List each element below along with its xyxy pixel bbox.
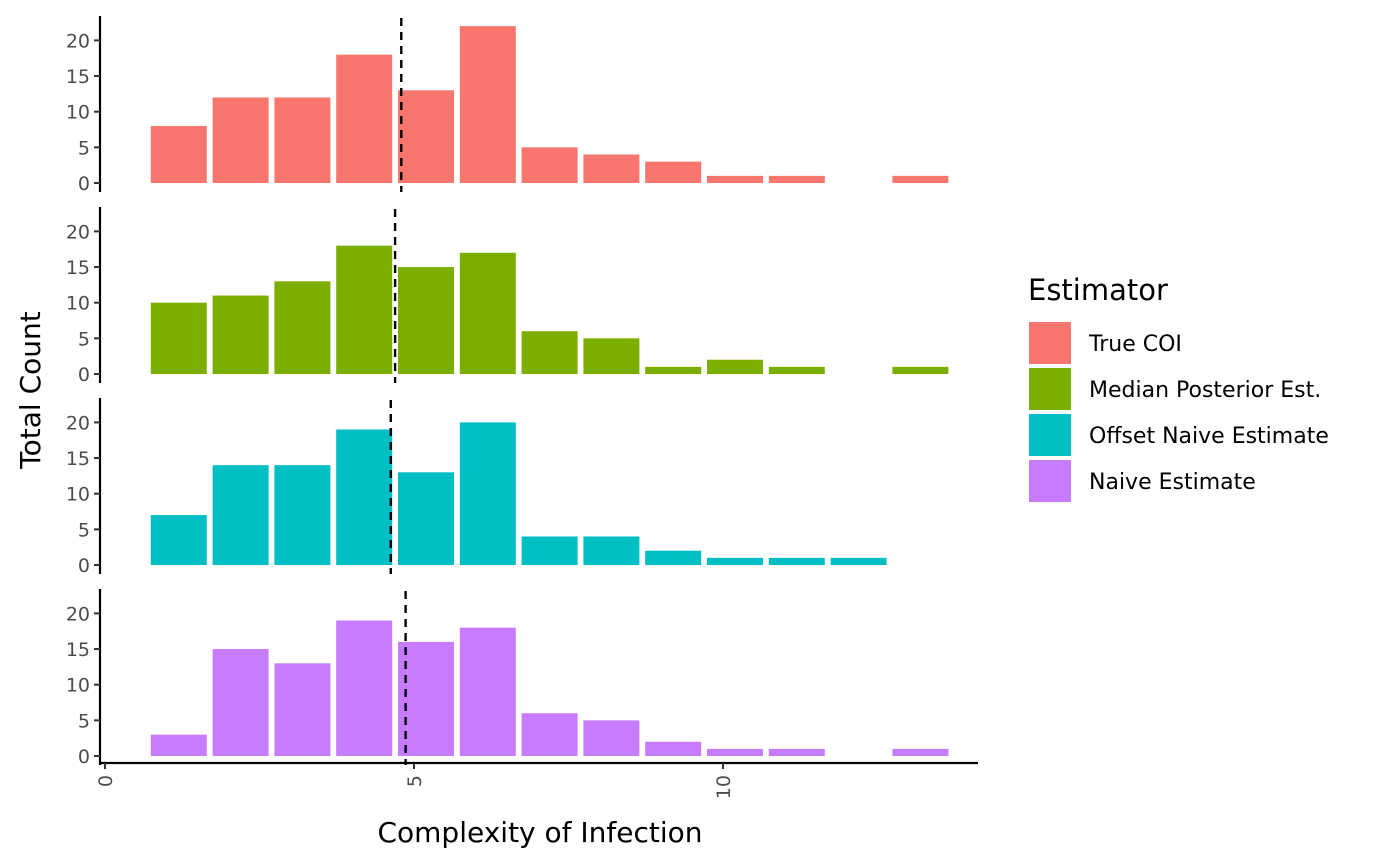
histogram-bar — [212, 649, 269, 756]
histogram-bar — [768, 557, 825, 565]
legend-label: Median Posterior Est. — [1089, 378, 1321, 403]
legend: Estimator True COI Median Posterior Est. O… — [1028, 273, 1329, 502]
histogram-bar — [830, 557, 887, 565]
histogram-bar — [707, 175, 763, 183]
histogram-bar — [274, 97, 331, 183]
facet-panel: 0 5 10 15 20 — [66, 207, 949, 386]
histogram-bar — [768, 748, 825, 756]
histogram-bar — [645, 366, 702, 374]
histogram-bar — [212, 295, 269, 374]
facet-panel: 0 5 10 15 20 — [66, 398, 887, 577]
histogram-bar — [521, 147, 578, 183]
histogram-bar — [459, 627, 516, 756]
histogram-bar — [892, 175, 949, 183]
legend-label: True COI — [1088, 332, 1182, 357]
histogram-bar — [583, 720, 640, 756]
y-tick-label: 5 — [78, 328, 90, 350]
x-axis-title: Complexity of Infection — [377, 816, 702, 849]
histogram-bar — [707, 359, 763, 374]
histogram-bar — [212, 465, 269, 565]
histogram-bar — [398, 90, 454, 183]
x-tick-label: 5 — [404, 775, 426, 787]
histogram-bar — [707, 557, 763, 565]
y-tick-label: 20 — [66, 603, 90, 625]
histogram-bar — [645, 161, 702, 183]
y-tick-label: 10 — [66, 102, 90, 124]
histogram-bar — [459, 252, 516, 374]
histogram-bar — [459, 422, 516, 565]
y-tick-label: 20 — [66, 30, 90, 52]
y-tick-label: 0 — [78, 555, 90, 577]
y-tick-label: 5 — [78, 519, 90, 541]
histogram-bar — [398, 267, 454, 374]
y-tick-label: 0 — [78, 173, 90, 195]
y-tick-label: 20 — [66, 412, 90, 434]
y-tick-label: 15 — [66, 257, 90, 279]
y-tick-label: 10 — [66, 484, 90, 506]
x-tick-label: 10 — [713, 775, 735, 799]
y-tick-label: 0 — [78, 746, 90, 768]
facet-panel: 0 5 10 15 20 — [66, 16, 949, 195]
histogram-bar — [768, 366, 825, 374]
histogram-bar — [398, 472, 454, 565]
histogram-bar — [150, 515, 207, 565]
histogram-bar — [336, 54, 393, 183]
legend-label: Offset Naive Estimate — [1089, 424, 1329, 449]
legend-swatch — [1029, 414, 1071, 456]
histogram-bar — [521, 713, 578, 756]
histogram-bar — [459, 26, 516, 184]
y-tick-label: 15 — [66, 639, 90, 661]
histogram-bar — [521, 331, 578, 374]
y-tick-label: 0 — [78, 364, 90, 386]
histogram-bar — [336, 429, 393, 565]
legend-swatch — [1029, 460, 1071, 502]
histogram-bar — [150, 734, 207, 756]
histogram-bar — [336, 620, 393, 756]
histogram-bar — [645, 741, 702, 756]
y-tick-label: 20 — [66, 221, 90, 243]
histogram-bar — [521, 536, 578, 565]
histogram-bar — [150, 125, 207, 183]
histogram-bar — [583, 154, 640, 183]
histogram-bar — [274, 281, 331, 374]
legend-swatch — [1029, 322, 1071, 364]
y-tick-label: 15 — [66, 448, 90, 470]
legend-label: Naive Estimate — [1089, 470, 1256, 495]
y-axis-title: Total Count — [14, 311, 47, 469]
y-tick-label: 10 — [66, 675, 90, 697]
y-tick-label: 15 — [66, 66, 90, 88]
y-tick-label: 5 — [78, 710, 90, 732]
histogram-bar — [768, 175, 825, 183]
histogram-bar — [274, 465, 331, 565]
histogram-bar — [398, 641, 454, 756]
legend-title: Estimator — [1028, 273, 1168, 307]
histogram-bar — [583, 536, 640, 565]
x-tick-label: 0 — [95, 775, 117, 787]
histogram-bar — [212, 97, 269, 183]
histogram-bar — [274, 663, 331, 756]
facet-panel: 0 5 10 15 20 — [66, 589, 949, 768]
legend-swatch — [1029, 368, 1071, 410]
histogram-bar — [892, 748, 949, 756]
histogram-bar — [336, 245, 393, 374]
histogram-bar — [645, 550, 702, 565]
histogram-bar — [707, 748, 763, 756]
histogram-bar — [583, 338, 640, 374]
histogram-bar — [150, 302, 207, 374]
y-tick-label: 5 — [78, 137, 90, 159]
y-tick-label: 10 — [66, 293, 90, 315]
histogram-bar — [892, 366, 949, 374]
